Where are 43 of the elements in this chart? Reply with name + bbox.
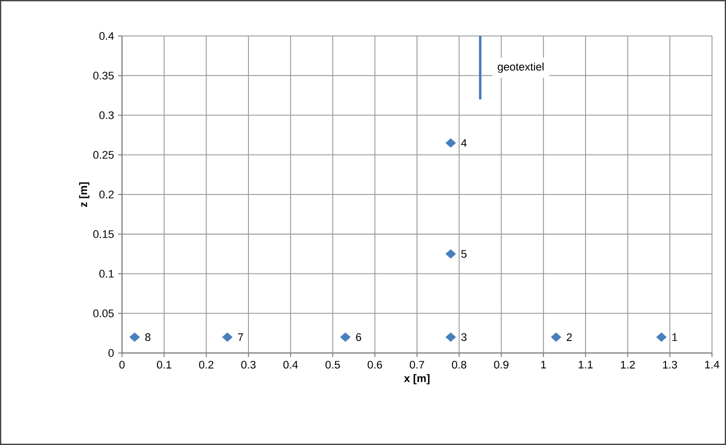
annotation: 2: [566, 333, 572, 341]
annotation: 6: [356, 333, 362, 342]
point: [550, 332, 562, 342]
annotation: 4: [461, 139, 467, 147]
x-axis-title: x [m]: [404, 374, 430, 384]
point: [340, 332, 351, 342]
series-label: geotextiel: [498, 62, 544, 73]
y-axis-title: z [m]: [79, 182, 90, 207]
annotation: 7: [238, 333, 244, 341]
x-tick-label: 0.8: [452, 360, 466, 369]
x-tick-label: 0.7: [410, 360, 424, 369]
x-tick-label: 0.4: [283, 360, 298, 369]
point: [222, 332, 233, 342]
annotation: 5: [461, 250, 467, 258]
x-tick-label: 1.4: [705, 360, 720, 368]
x-tick-label: 1.3: [663, 360, 677, 369]
x-tick-label: 1.1: [578, 360, 593, 368]
x-tick-label: 0.9: [494, 360, 508, 369]
y-tick-label: 0.4: [99, 32, 114, 40]
y-tick-label: 0.05: [93, 309, 114, 318]
x-tick-label: 0.6: [368, 360, 382, 369]
y-tick-label: 0: [108, 349, 114, 357]
annotation: 1: [672, 333, 678, 341]
y-tick-label: 0.25: [93, 150, 114, 159]
x-tick-label: 1.2: [620, 360, 635, 368]
point: [445, 138, 456, 148]
annotation: 8: [145, 333, 150, 342]
point: [445, 249, 456, 259]
point: [656, 332, 667, 342]
point: [445, 332, 456, 342]
y-tick-label: 0.15: [93, 230, 114, 238]
x-tick-label: 0.3: [241, 360, 256, 369]
x-tick-label: 0.5: [326, 360, 340, 369]
y-tick-label: 0.1: [99, 270, 114, 278]
x-tick-label: 1: [541, 360, 546, 368]
y-tick-label: 0.35: [93, 72, 114, 80]
x-tick-label: 0.2: [199, 360, 214, 369]
x-tick-label: 0: [119, 360, 125, 369]
y-tick-label: 0.3: [99, 111, 114, 120]
x-tick-label: 0.1: [156, 360, 172, 369]
point: [129, 332, 140, 342]
annotation: 3: [461, 333, 466, 342]
y-tick-label: 0.2: [99, 190, 114, 198]
